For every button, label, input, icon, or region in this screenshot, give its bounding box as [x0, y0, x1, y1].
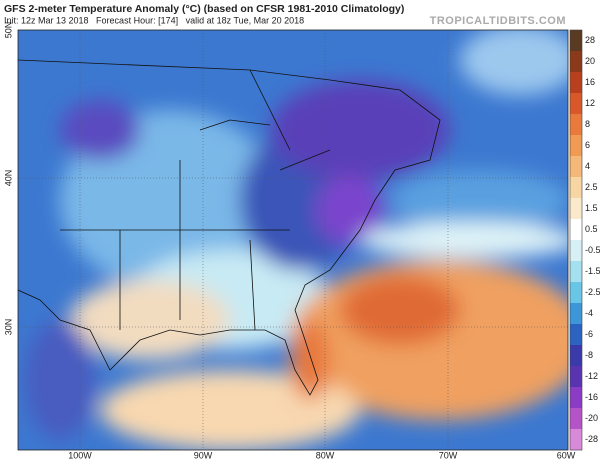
colorbar-swatch: [570, 261, 582, 283]
lon-label: 60W: [557, 450, 576, 460]
colorbar-label: 20: [585, 56, 595, 66]
colorbar-label: -4: [585, 308, 593, 318]
lon-label: 70W: [439, 450, 458, 460]
map-labels: 50N 40N 30N 100W 90W 80W 70W 60W: [3, 22, 575, 461]
colorbar-swatch: [570, 408, 582, 430]
colorbar-swatch: [570, 93, 582, 115]
colorbar-label: -16: [585, 392, 598, 402]
colorbar-label: 8: [585, 119, 590, 129]
colorbar-label: 4: [585, 161, 590, 171]
colorbar-label: -6: [585, 329, 593, 339]
colorbar-swatch: [570, 30, 582, 52]
colorbar-swatch: [570, 135, 582, 157]
colorbar-swatch: [570, 366, 582, 388]
title: GFS 2-meter Temperature Anomaly (°C) (ba…: [4, 3, 404, 15]
colorbar-swatch: [570, 324, 582, 346]
colorbar-swatch: [570, 429, 582, 451]
colorbar-swatch: [570, 198, 582, 220]
colorbar-swatch: [570, 303, 582, 325]
colorbar-swatch: [570, 240, 582, 262]
colorbar-label: -12: [585, 371, 598, 381]
lat-label: 50N: [3, 22, 13, 39]
colorbar-label: -20: [585, 413, 598, 423]
colorbar-label: 28: [585, 35, 595, 45]
colorbar-label: -8: [585, 350, 593, 360]
colorbar-swatch: [570, 177, 582, 199]
subtitle: Init: 12z Mar 13 2018 Forecast Hour: [17…: [4, 15, 304, 25]
colorbar-frame: [569, 29, 583, 451]
map-frame: [17, 29, 569, 451]
lon-label: 100W: [68, 450, 92, 460]
colorbar-label: -28: [585, 434, 598, 444]
colorbar-swatch: [570, 219, 582, 241]
colorbar-swatch: [570, 345, 582, 367]
colorbar-swatch: [570, 51, 582, 73]
colorbar: 28 20 16 12 8 6 4 2.5 1.5 0.5 -0.5 -1.5 -2.5 -4 -6 -8 -1…: [569, 29, 600, 451]
lon-label: 80W: [316, 450, 335, 460]
colorbar-label: 0.5: [585, 224, 598, 234]
colorbar-swatch: [570, 387, 582, 409]
map: [18, 30, 568, 450]
colorbar-label: -1.5: [585, 266, 600, 276]
colorbar-swatch: [570, 114, 582, 136]
colorbar-swatch: [570, 72, 582, 94]
lat-label: 40N: [3, 170, 13, 187]
colorbar-label: 16: [585, 77, 595, 87]
colorbar-label: 12: [585, 98, 595, 108]
colorbar-label: 6: [585, 140, 590, 150]
colorbar-label: 1.5: [585, 203, 598, 213]
lon-label: 90W: [194, 450, 213, 460]
colorbar-swatch: [570, 282, 582, 304]
colorbar-label: -0.5: [585, 245, 600, 255]
colorbar-label: 2.5: [585, 182, 598, 192]
colorbar-label: -2.5: [585, 287, 600, 297]
lat-label: 30N: [3, 319, 13, 336]
colorbar-swatch: [570, 156, 582, 178]
site-name: TROPICALTIDBITS.COM: [430, 15, 566, 27]
